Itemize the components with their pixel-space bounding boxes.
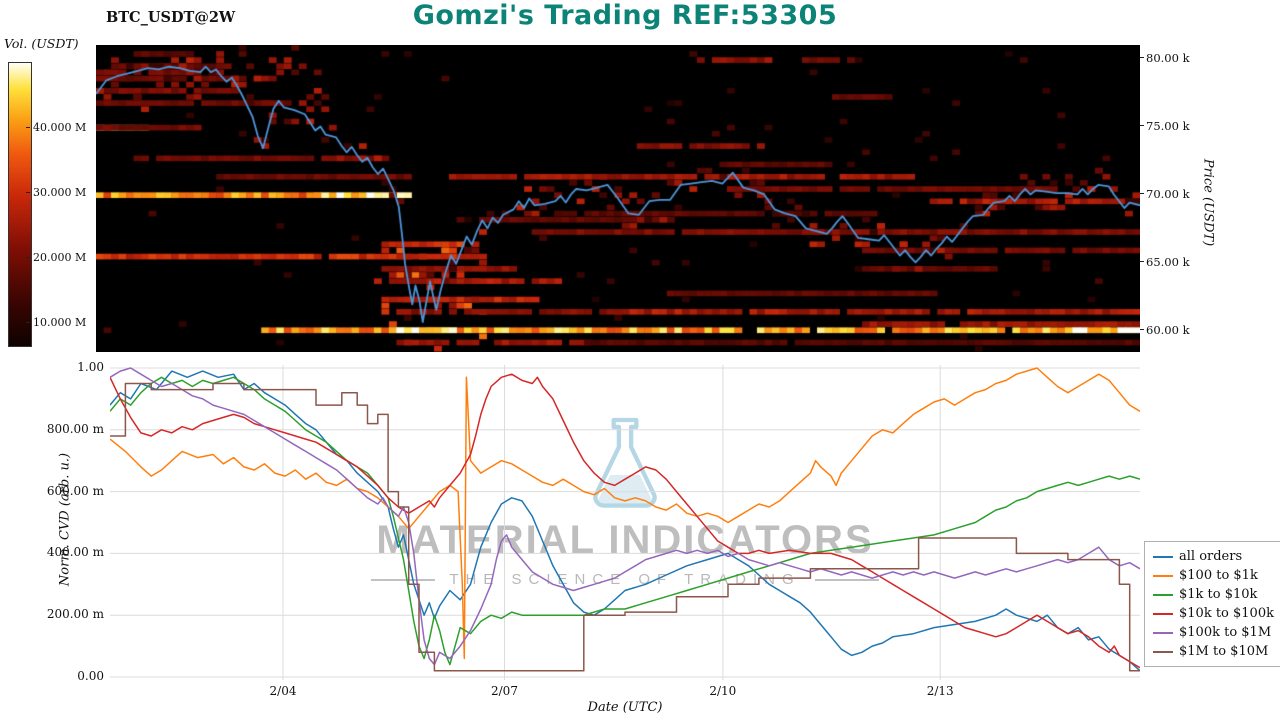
price-tick-label: 75.00 k — [1146, 119, 1190, 134]
colorbar-tick-label: 40.000 M — [33, 121, 87, 135]
cvd-chart-svg — [110, 365, 1140, 680]
legend-swatch — [1153, 593, 1173, 596]
cvd-y-tick-label: 200.00 m — [46, 607, 104, 622]
cvd-y-axis-label: Norm. CVD (arb. u.) — [57, 452, 73, 587]
legend-item: $100 to $1k — [1153, 566, 1280, 585]
colorbar-tick-mark — [26, 192, 30, 194]
legend-label: $100k to $1M — [1179, 625, 1272, 640]
price-axis-label: Price (USDT) — [1200, 158, 1216, 247]
symbol-label: BTC_USDT@2W — [106, 9, 236, 26]
series-line--1k-to-10k — [110, 376, 1140, 666]
legend-swatch — [1153, 650, 1173, 653]
colorbar-tick-label: 20.000 M — [33, 251, 87, 265]
price-tick-mark — [1140, 193, 1144, 195]
liquidity-heatmap-canvas — [96, 45, 1140, 352]
legend-item: $10k to $100k — [1153, 604, 1280, 623]
price-tick-label: 80.00 k — [1146, 51, 1190, 66]
chart-title: Gomzi's Trading REF:53305 — [412, 0, 838, 31]
date-axis-label: Date (UTC) — [587, 700, 663, 715]
legend-swatch — [1153, 631, 1173, 634]
series-line--100k-to-1m — [110, 367, 1140, 666]
price-tick-mark — [1140, 260, 1144, 262]
legend-label: $1k to $10k — [1179, 587, 1258, 602]
series-line-all-orders — [110, 370, 1140, 672]
colorbar-tick-mark — [26, 257, 30, 259]
date-tick-label: 2/13 — [926, 684, 954, 698]
colorbar-label: Vol. (USDT) — [4, 36, 79, 51]
legend-label: $10k to $100k — [1179, 606, 1274, 621]
volume-colorbar — [8, 62, 32, 347]
colorbar-tick-mark — [26, 322, 30, 324]
price-tick-label: 60.00 k — [1146, 322, 1190, 337]
date-tick-label: 2/10 — [709, 684, 737, 698]
legend-label: $1M to $10M — [1179, 644, 1269, 659]
legend-item: $100k to $1M — [1153, 623, 1280, 642]
date-tick-label: 2/07 — [491, 684, 518, 698]
cvd-y-tick-label: 0.00 — [77, 669, 104, 683]
price-tick-label: 70.00 k — [1146, 187, 1190, 202]
legend-label: all orders — [1179, 549, 1243, 564]
price-tick-mark — [1140, 125, 1144, 127]
date-tick-label: 2/04 — [269, 684, 297, 698]
price-tick-label: 65.00 k — [1146, 254, 1190, 269]
colorbar-tick-label: 10.000 M — [33, 316, 87, 330]
legend-swatch — [1153, 612, 1173, 615]
legend-label: $100 to $1k — [1179, 568, 1258, 583]
cvd-y-tick-label: 800.00 m — [46, 421, 104, 436]
series-line--10k-to-100k — [110, 373, 1140, 669]
legend-item: $1M to $10M — [1153, 642, 1280, 661]
cvd-y-tick-label: 400.00 m — [46, 545, 104, 560]
price-tick-mark — [1140, 328, 1144, 330]
colorbar-tick-mark — [26, 127, 30, 129]
series-line--100-to-1k — [110, 367, 1140, 660]
price-tick-mark — [1140, 57, 1144, 59]
legend-swatch — [1153, 555, 1173, 558]
legend-swatch — [1153, 574, 1173, 577]
series-line--1m-to-10m — [110, 382, 1140, 672]
legend: all orders $100 to $1k $1k to $10k $10k to … — [1144, 541, 1280, 667]
colorbar-tick-label: 30.000 M — [33, 186, 87, 200]
cvd-y-tick-label: 600.00 m — [46, 483, 104, 498]
legend-item: all orders — [1153, 547, 1280, 566]
legend-item: $1k to $10k — [1153, 585, 1280, 604]
cvd-y-tick-label: 1.00 — [77, 360, 104, 374]
